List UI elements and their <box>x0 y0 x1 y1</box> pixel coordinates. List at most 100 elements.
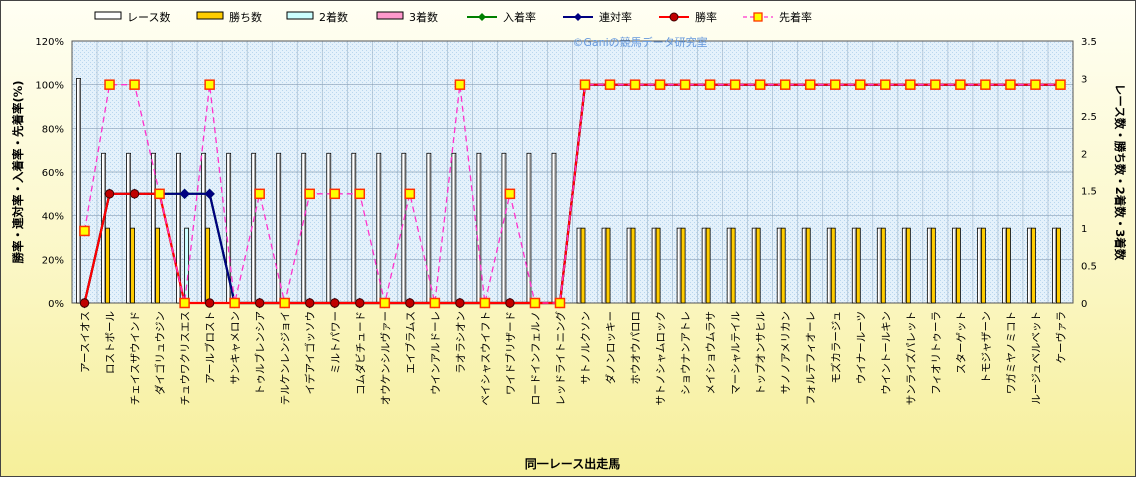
legend-marker <box>753 12 763 22</box>
bar-shadow <box>1004 229 1007 303</box>
bar-shadow <box>779 229 782 303</box>
marker-先着率 <box>579 79 591 90</box>
legend-swatch-レース数 <box>94 11 122 20</box>
marker-先着率 <box>329 188 341 200</box>
legend-label: 連対率 <box>599 10 632 24</box>
marker-先着率 <box>880 79 891 90</box>
line-先着率 <box>83 84 1061 304</box>
category-label: エイブラムス <box>404 311 417 374</box>
bar-勝ち数 <box>655 227 661 304</box>
bar-shadow <box>629 229 631 303</box>
legend-label: レース数 <box>127 11 170 24</box>
marker-先着率 <box>1005 79 1016 90</box>
legend-swatch-勝ち数 <box>196 11 224 20</box>
marker-先着率 <box>504 188 516 200</box>
right-tick-label: 2.5 <box>1081 112 1097 123</box>
category-label: マーシャルテイル <box>730 311 742 395</box>
bar-shadow <box>1054 229 1057 303</box>
bar-勝ち数 <box>1006 227 1011 304</box>
category-label: ルージュベルベット <box>1030 311 1042 405</box>
marker-連対率 <box>179 188 190 200</box>
category-label: ケーヴァラ <box>1054 311 1067 364</box>
right-tick-label: 3 <box>1081 74 1087 85</box>
bar-shadow <box>754 229 756 303</box>
x-axis-title: 同一レース出走馬 <box>525 456 620 471</box>
marker-先着率 <box>279 297 290 309</box>
bar-勝ち数 <box>205 227 211 304</box>
marker-先着率 <box>604 79 616 90</box>
bar-勝ち数 <box>580 227 586 304</box>
marker-先着率 <box>379 297 391 309</box>
bar-shadow <box>103 154 106 303</box>
marker-先着率 <box>129 79 140 90</box>
bar-shadow <box>529 154 531 303</box>
category-label: イデアイゴッソウ <box>304 311 317 394</box>
bar-shadow <box>829 229 832 303</box>
bar-shadow <box>804 229 807 303</box>
bar-勝ち数 <box>1056 227 1061 304</box>
category-label: トモジャザーン <box>980 311 992 383</box>
category-label: サノノアメリカン <box>780 311 792 394</box>
marker-先着率 <box>454 79 466 90</box>
bar-shadow <box>654 229 656 303</box>
marker-先着率 <box>729 79 741 90</box>
marker-勝率 <box>455 298 465 308</box>
category-label: ミルトパワー <box>330 311 342 374</box>
marker-先着率 <box>855 79 866 90</box>
category-label: モズカラージュ <box>829 311 842 384</box>
left-tick-label: 80% <box>42 124 64 135</box>
legend-label: 先着率 <box>779 10 812 24</box>
marker-勝率 <box>104 189 115 199</box>
category-label: サンキャメロン <box>230 311 242 385</box>
right-tick-label: 0 <box>1081 299 1087 310</box>
marker-先着率 <box>229 297 240 309</box>
bar-shadow <box>579 229 581 303</box>
category-label: ホウオウパロロ <box>630 311 642 385</box>
marker-先着率 <box>354 188 366 200</box>
bar-勝ち数 <box>730 227 736 304</box>
category-label: ロストボール <box>105 311 117 374</box>
bar-shadow <box>229 154 231 303</box>
bar-勝ち数 <box>880 227 886 304</box>
category-label: アールブロスト <box>204 311 217 384</box>
legend-label: 2着数 <box>319 10 348 24</box>
marker-先着率 <box>1030 79 1041 90</box>
legend-label: 勝ち数 <box>229 10 262 24</box>
legend-swatch-3着数 <box>376 11 404 20</box>
marker-先着率 <box>905 79 916 90</box>
bar-勝ち数 <box>630 227 636 304</box>
bar-shadow <box>404 154 406 303</box>
bar-勝ち数 <box>855 227 861 304</box>
bar-勝ち数 <box>830 227 836 304</box>
marker-先着率 <box>679 79 691 90</box>
bar-勝ち数 <box>755 227 761 304</box>
marker-先着率 <box>554 297 566 309</box>
marker-先着率 <box>779 79 791 90</box>
bar-shadow <box>904 229 907 303</box>
category-label: ダイゴリュウジン <box>154 311 167 395</box>
bar-shadow <box>179 154 181 303</box>
bar-shadow <box>554 154 556 303</box>
marker-先着率 <box>654 79 666 90</box>
bar-レース数 <box>176 152 182 304</box>
marker-先着率 <box>79 225 90 237</box>
watermark: ©Ganiの競馬データ研究室 <box>572 35 707 49</box>
bar-勝ち数 <box>130 227 135 304</box>
marker-勝率 <box>79 298 90 308</box>
bar-shadow <box>929 229 932 303</box>
bar-勝ち数 <box>780 227 786 304</box>
bar-shadow <box>354 154 356 303</box>
bar-shadow <box>454 154 456 303</box>
marker-先着率 <box>830 79 841 90</box>
bar-shadow <box>279 154 281 303</box>
marker-先着率 <box>254 188 265 200</box>
marker-勝率 <box>355 298 365 308</box>
legend-label: 入着率 <box>503 10 536 24</box>
bar-shadow <box>479 154 481 303</box>
marker-先着率 <box>204 79 215 90</box>
marker-勝率 <box>330 298 340 308</box>
category-label: メイショウムラサ <box>705 311 717 394</box>
category-label: ベイシャスウイフト <box>480 311 492 406</box>
bar-shadow <box>854 229 857 303</box>
left-tick-label: 60% <box>42 168 64 179</box>
